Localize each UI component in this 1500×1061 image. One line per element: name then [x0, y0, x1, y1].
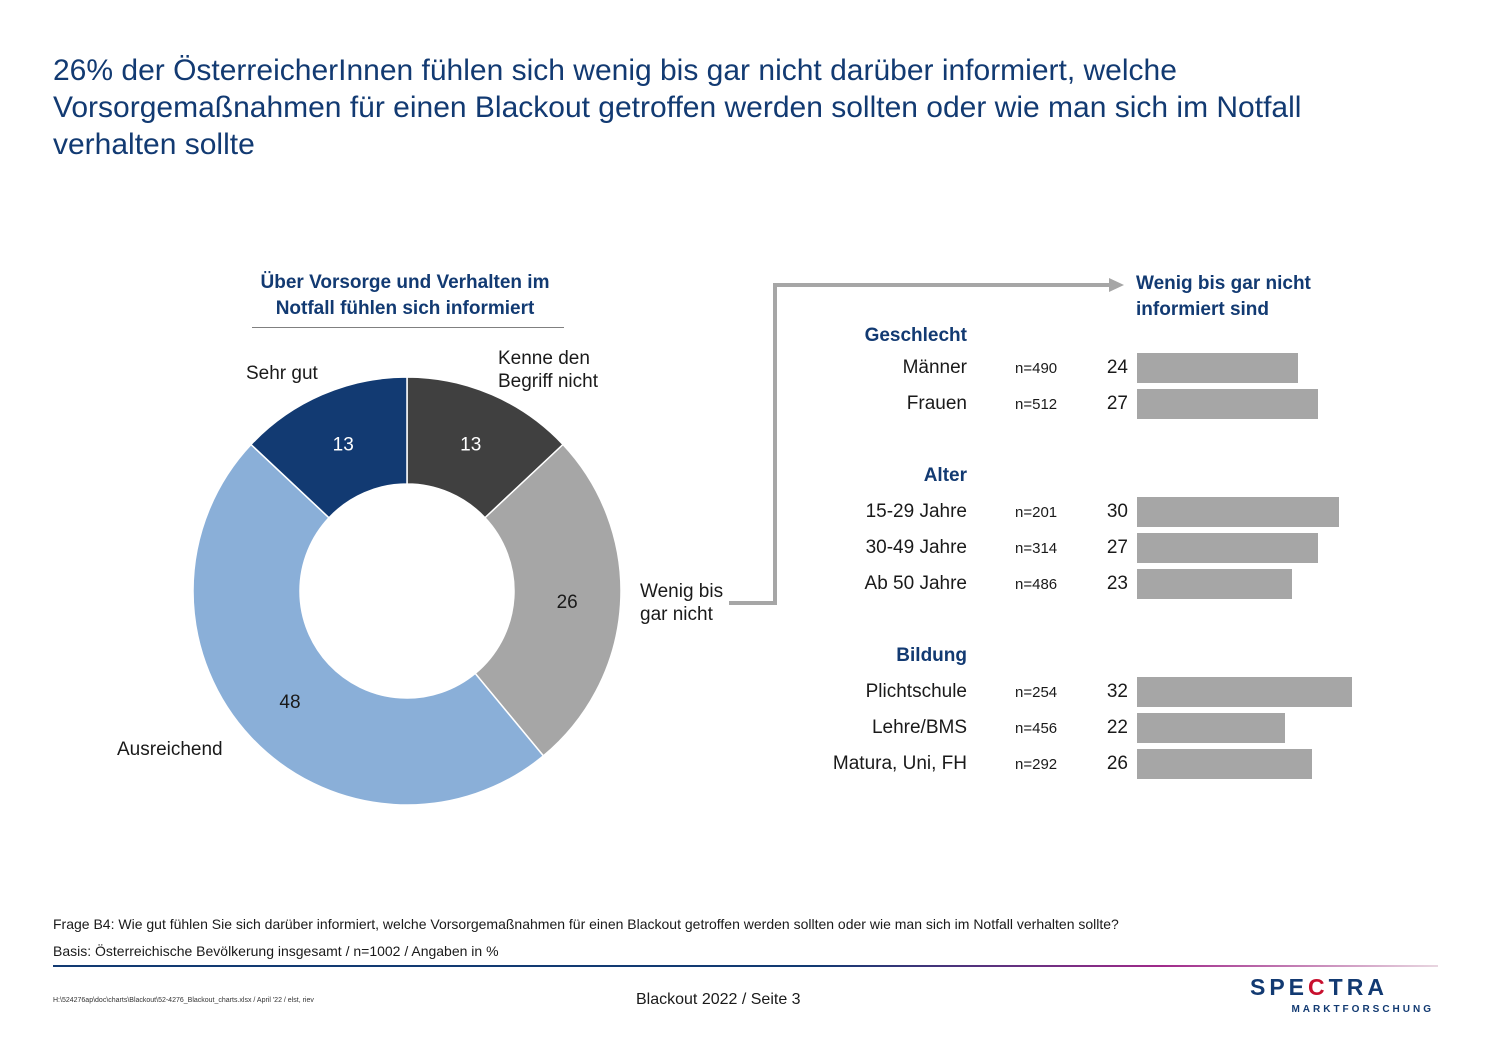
row-sample-size: n=201: [1015, 504, 1058, 521]
footer-divider: [53, 965, 1438, 967]
bar: [1137, 389, 1319, 419]
bar: [1137, 353, 1299, 383]
bar: [1137, 497, 1339, 527]
row-label: 15-29 Jahre: [865, 501, 967, 522]
bar: [1137, 569, 1292, 599]
donut-slice: [474, 443, 622, 757]
donut-value-label: 13: [333, 435, 354, 456]
group-heading: Alter: [923, 465, 967, 486]
row-sample-size: n=512: [1015, 396, 1058, 413]
group-heading: Geschlecht: [864, 325, 967, 346]
row-sample-size: n=254: [1015, 684, 1058, 701]
row-label: Plichtschule: [865, 681, 967, 702]
donut-value-label: 26: [557, 592, 578, 613]
group-heading: Bildung: [896, 645, 967, 666]
row-sample-size: n=314: [1015, 540, 1058, 557]
connector-arrow: [729, 278, 1124, 605]
bar-chart-title: Wenig bis gar nicht informiert sind: [1136, 273, 1311, 320]
row-label: Ab 50 Jahre: [864, 573, 967, 594]
basis-footnote: Basis: Österreichische Bevölkerung insge…: [53, 943, 499, 959]
bar: [1137, 713, 1285, 743]
row-sample-size: n=490: [1015, 360, 1058, 377]
donut-value-label: 13: [460, 435, 481, 456]
page-footer: Blackout 2022 / Seite 3: [636, 991, 801, 1008]
row-sample-size: n=292: [1015, 756, 1058, 773]
row-value: 26: [1106, 753, 1128, 774]
donut-slice: [192, 443, 545, 806]
donut-chart-title-rule: [252, 327, 564, 328]
row-value: 27: [1106, 393, 1128, 414]
logo-wordmark: SPECTRA: [1250, 974, 1388, 1000]
logo-subtitle: MARKTFORSCHUNG: [1291, 1004, 1434, 1015]
row-value: 22: [1106, 717, 1128, 738]
donut-chart: 13 26 48 13: [192, 376, 622, 806]
bar: [1137, 533, 1319, 563]
row-label: Matura, Uni, FH: [832, 753, 967, 774]
slice-label-ausreichend: Ausreichend: [117, 739, 223, 760]
bar: [1137, 677, 1353, 707]
row-label: Lehre/BMS: [871, 717, 967, 738]
file-path: H:\524276ap\doc\charts\Blackout\52-4276_…: [53, 997, 314, 1004]
row-value: 23: [1106, 573, 1128, 594]
row-sample-size: n=486: [1015, 576, 1058, 593]
slice-label-kenne-den-begriff-nicht: Kenne den Begriff nicht: [498, 348, 598, 392]
spectra-logo: SPECTRA MARKTFORSCHUNG: [1250, 975, 1440, 1020]
row-label: Männer: [902, 357, 967, 378]
row-value: 27: [1106, 537, 1128, 558]
bar: [1137, 749, 1312, 779]
row-value: 30: [1106, 501, 1128, 522]
donut-slice: [249, 376, 408, 519]
row-label: Frauen: [906, 393, 967, 414]
slice-label-wenig-bis-gar-nicht: Wenig bis gar nicht: [640, 581, 724, 625]
row-sample-size: n=456: [1015, 720, 1058, 737]
row-label: 30-49 Jahre: [865, 537, 967, 558]
row-value: 24: [1106, 357, 1128, 378]
donut-value-label: 48: [279, 692, 300, 713]
donut-chart-title: Über Vorsorge und Verhalten im Notfall f…: [260, 272, 550, 319]
row-value: 32: [1106, 681, 1128, 702]
slice-label-sehr-gut: Sehr gut: [246, 363, 318, 384]
page-title: 26% der ÖsterreicherInnen fühlen sich we…: [53, 54, 1302, 161]
question-footnote: Frage B4: Wie gut fühlen Sie sich darübe…: [53, 916, 1119, 932]
